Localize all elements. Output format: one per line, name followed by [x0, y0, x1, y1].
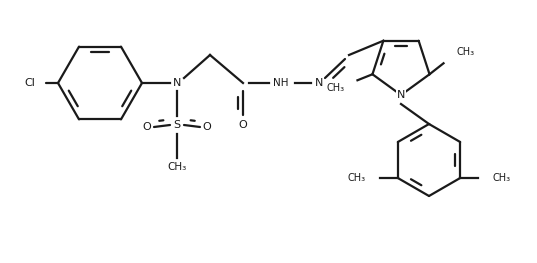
Text: N: N: [315, 78, 323, 88]
Text: CH₃: CH₃: [326, 83, 344, 93]
Text: O: O: [143, 122, 151, 132]
Text: O: O: [238, 120, 248, 130]
Text: O: O: [202, 122, 212, 132]
Text: CH₃: CH₃: [347, 173, 366, 183]
Text: S: S: [173, 120, 180, 130]
Text: Cl: Cl: [24, 78, 35, 88]
Text: CH₃: CH₃: [492, 173, 510, 183]
Text: N: N: [397, 90, 405, 100]
Text: NH: NH: [273, 78, 289, 88]
Text: N: N: [173, 78, 181, 88]
Text: CH₃: CH₃: [456, 47, 475, 57]
Text: CH₃: CH₃: [168, 162, 187, 172]
